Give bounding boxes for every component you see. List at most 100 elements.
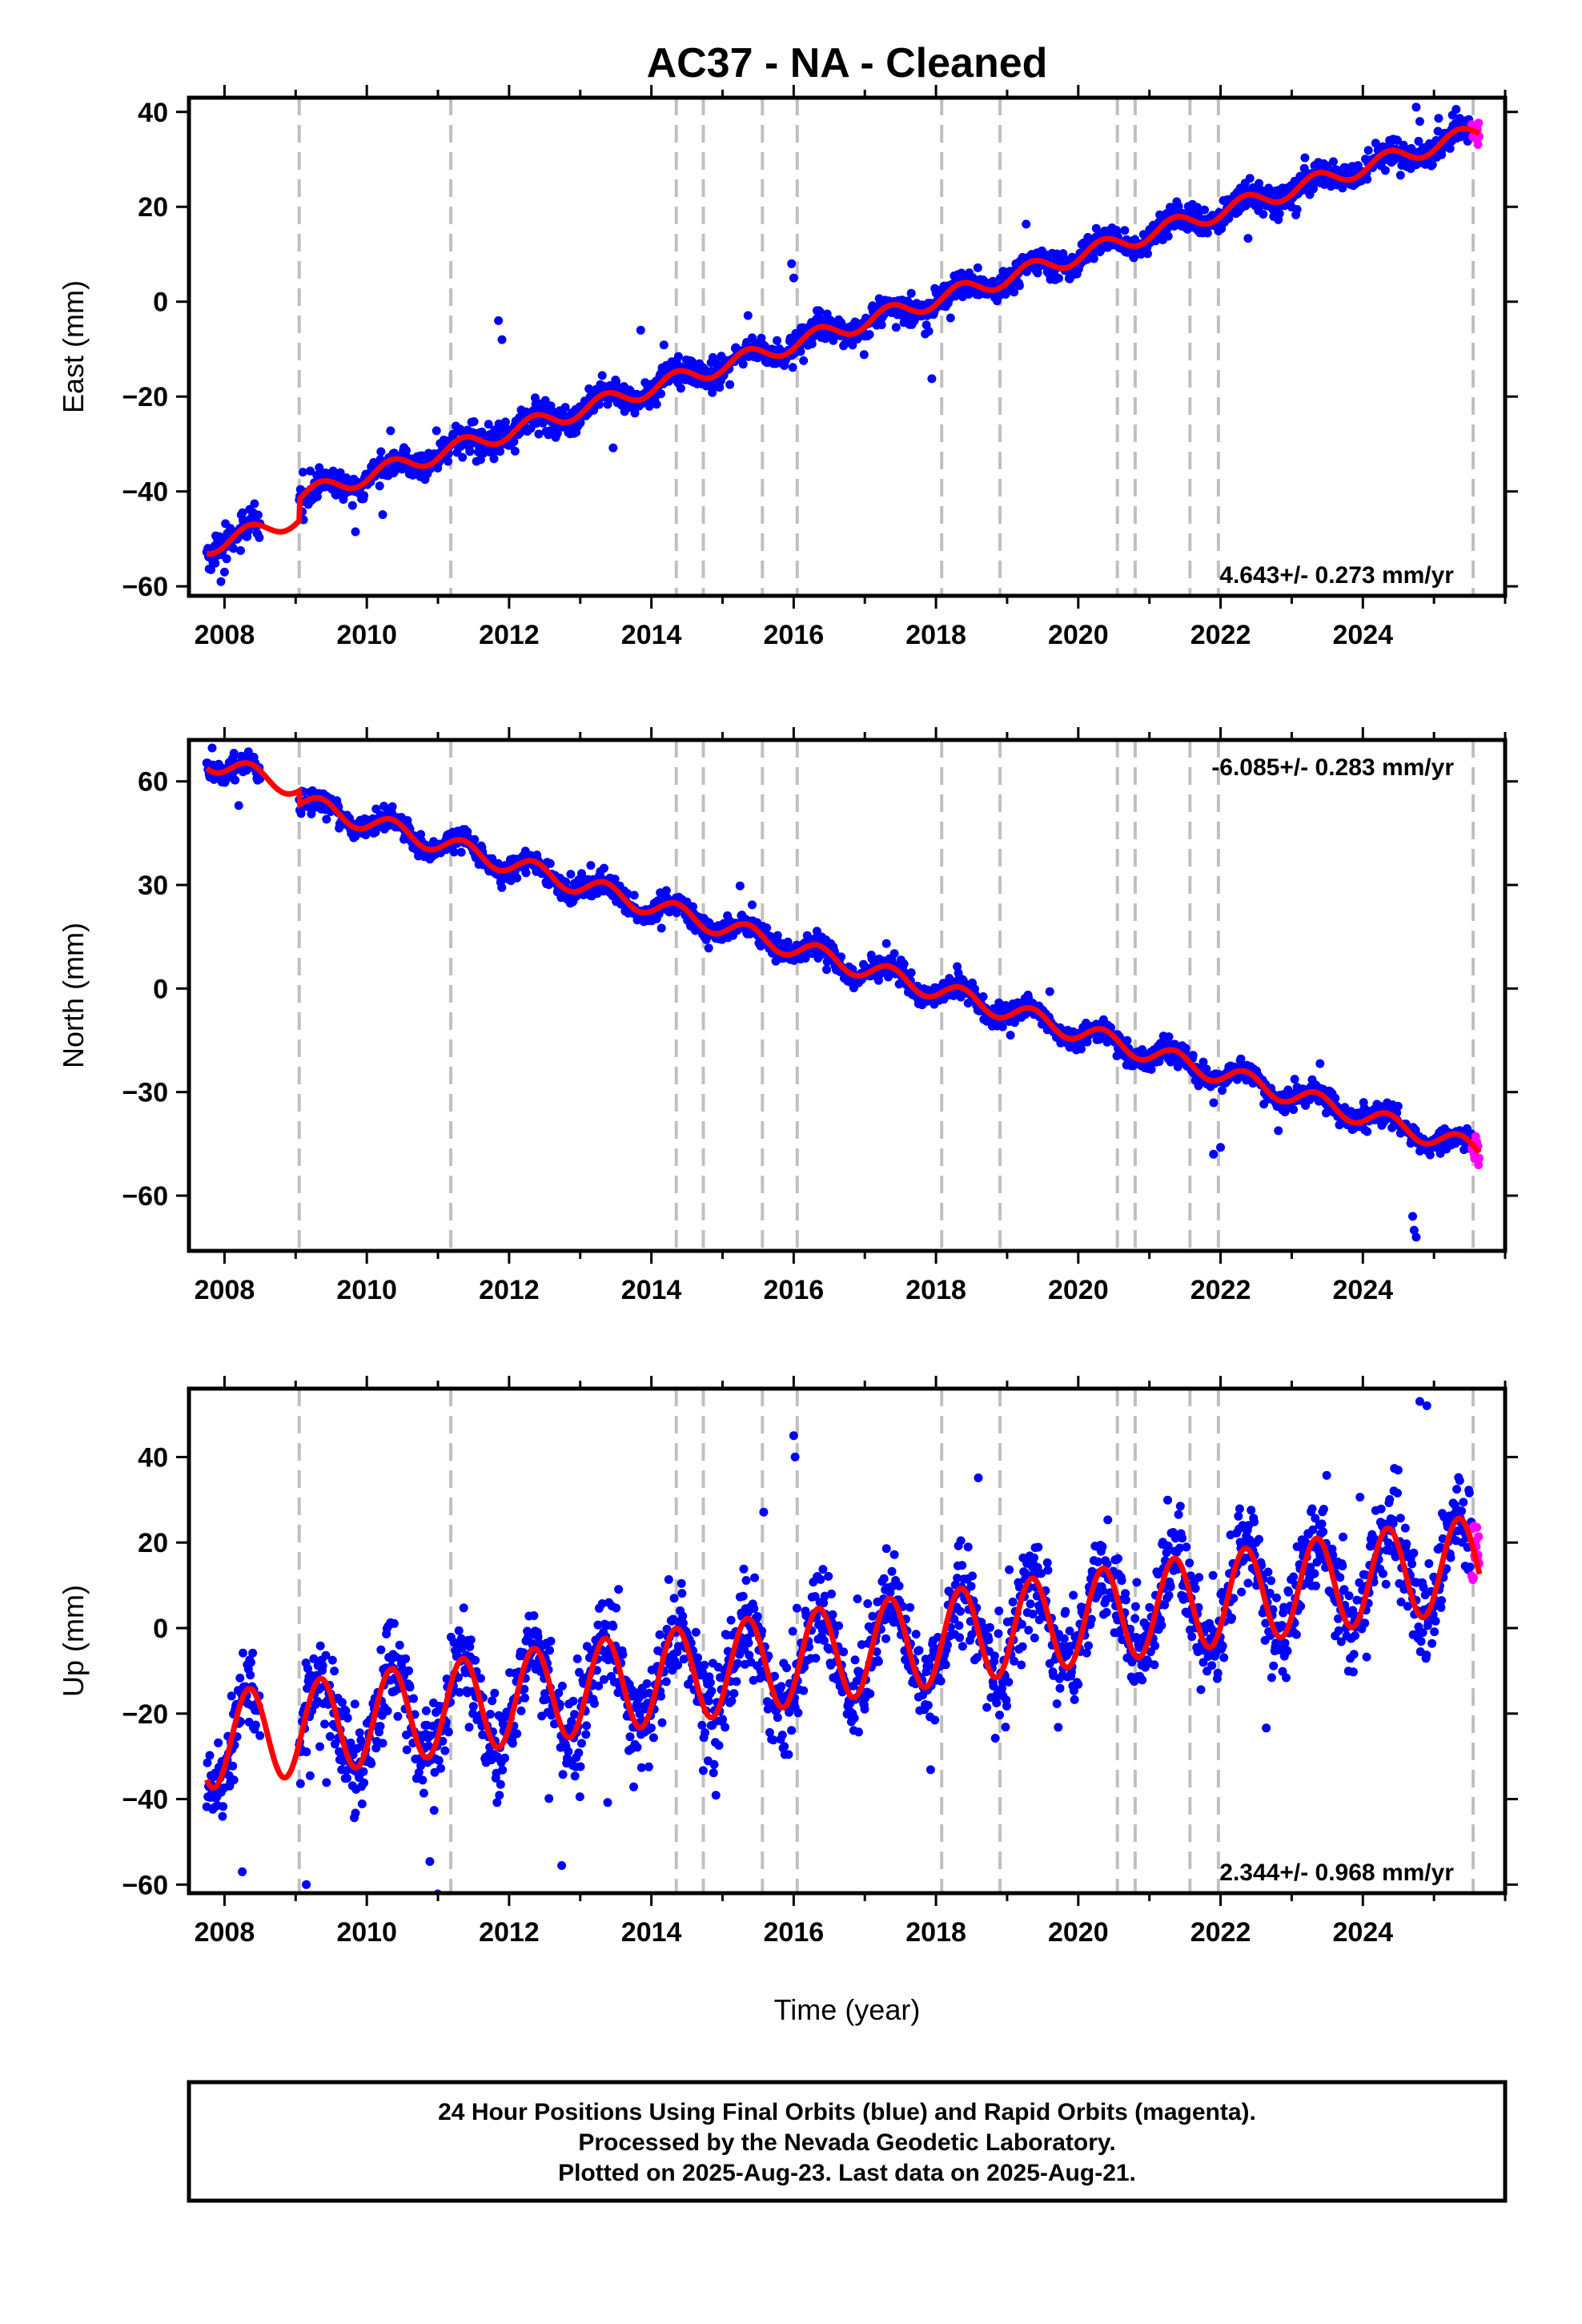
final-point xyxy=(644,1762,653,1771)
final-point xyxy=(575,1792,584,1802)
outlier-point xyxy=(787,259,797,268)
final-point xyxy=(468,1702,478,1711)
y-tick-label: 20 xyxy=(138,192,168,223)
final-point xyxy=(497,883,507,892)
final-point xyxy=(1315,1059,1325,1068)
y-axis-label-east: East (mm) xyxy=(57,280,90,413)
x-tick-label: 2014 xyxy=(621,620,682,650)
final-point xyxy=(796,347,805,356)
final-point xyxy=(614,1585,624,1594)
final-point xyxy=(623,889,632,899)
final-point xyxy=(629,1782,638,1791)
final-point xyxy=(227,1691,236,1701)
outlier-point xyxy=(497,335,507,344)
final-point xyxy=(881,939,891,948)
final-point xyxy=(1290,1075,1299,1084)
final-point xyxy=(251,1720,260,1730)
x-tick-label: 2010 xyxy=(336,1275,397,1305)
final-point xyxy=(239,1648,247,1658)
final-point xyxy=(899,959,909,969)
final-point xyxy=(1328,157,1338,167)
final-point xyxy=(566,870,576,879)
final-point xyxy=(1164,1032,1174,1042)
x-tick-label: 2008 xyxy=(195,1275,255,1305)
final-point xyxy=(1010,287,1019,297)
final-point xyxy=(597,371,607,380)
final-point xyxy=(509,437,519,446)
x-tick-label: 2024 xyxy=(1332,620,1393,650)
final-point xyxy=(315,1742,324,1751)
outlier-point xyxy=(219,567,229,577)
final-point xyxy=(500,417,510,427)
final-point xyxy=(355,1728,364,1738)
final-point xyxy=(357,1799,367,1808)
final-point xyxy=(1414,136,1423,146)
final-point xyxy=(612,377,621,386)
y-tick-label: −60 xyxy=(122,1181,168,1212)
final-point xyxy=(672,908,681,918)
final-point xyxy=(688,357,697,367)
final-point xyxy=(229,1775,239,1785)
final-point xyxy=(1143,249,1152,259)
final-point xyxy=(253,510,263,520)
final-point xyxy=(205,1751,215,1760)
x-tick-label: 2010 xyxy=(336,620,397,650)
final-point xyxy=(255,1731,265,1740)
final-point xyxy=(521,868,531,878)
final-point xyxy=(586,861,596,870)
final-point xyxy=(576,418,585,428)
outlier-point xyxy=(1411,103,1421,112)
final-point xyxy=(560,403,570,412)
final-point xyxy=(229,544,238,553)
final-point xyxy=(738,360,748,369)
final-point xyxy=(295,1779,305,1788)
final-point xyxy=(498,1765,508,1775)
outlier-point xyxy=(636,325,645,335)
final-point xyxy=(689,902,697,911)
final-point xyxy=(552,428,562,438)
final-point xyxy=(255,533,264,542)
final-point xyxy=(387,802,397,811)
final-point xyxy=(456,847,466,857)
outlier-point xyxy=(1411,1232,1421,1242)
final-point xyxy=(305,466,315,476)
final-point xyxy=(395,1640,404,1650)
final-point xyxy=(656,389,665,399)
final-point xyxy=(488,1696,497,1706)
final-point xyxy=(1395,171,1405,180)
final-point xyxy=(469,417,479,426)
final-point xyxy=(561,878,571,887)
final-point xyxy=(449,847,459,857)
final-point xyxy=(1200,205,1209,215)
final-point xyxy=(1393,135,1402,145)
final-point xyxy=(312,492,322,501)
final-point xyxy=(408,470,418,480)
final-point xyxy=(1209,1098,1219,1108)
final-point xyxy=(1363,175,1372,184)
final-point xyxy=(459,1603,468,1613)
final-point xyxy=(465,447,475,456)
final-point xyxy=(625,1732,635,1742)
final-point xyxy=(343,1713,352,1723)
final-point xyxy=(1054,273,1063,283)
final-point xyxy=(629,891,639,900)
final-point xyxy=(1363,146,1373,155)
final-point xyxy=(1091,223,1101,233)
final-point xyxy=(335,468,345,477)
final-point xyxy=(865,330,874,340)
final-point xyxy=(1163,231,1173,241)
final-point xyxy=(603,1798,612,1807)
final-point xyxy=(600,863,608,873)
final-point xyxy=(305,1771,315,1780)
final-point xyxy=(1120,226,1130,235)
final-point xyxy=(318,1661,327,1671)
final-point xyxy=(229,749,239,758)
final-point xyxy=(490,1688,500,1698)
x-tick-label: 2014 xyxy=(621,1275,682,1305)
final-point xyxy=(1006,1031,1015,1040)
final-point xyxy=(656,923,666,933)
final-point xyxy=(582,1721,592,1731)
final-point xyxy=(404,1666,413,1675)
final-point xyxy=(564,1747,573,1756)
final-point xyxy=(799,356,809,365)
